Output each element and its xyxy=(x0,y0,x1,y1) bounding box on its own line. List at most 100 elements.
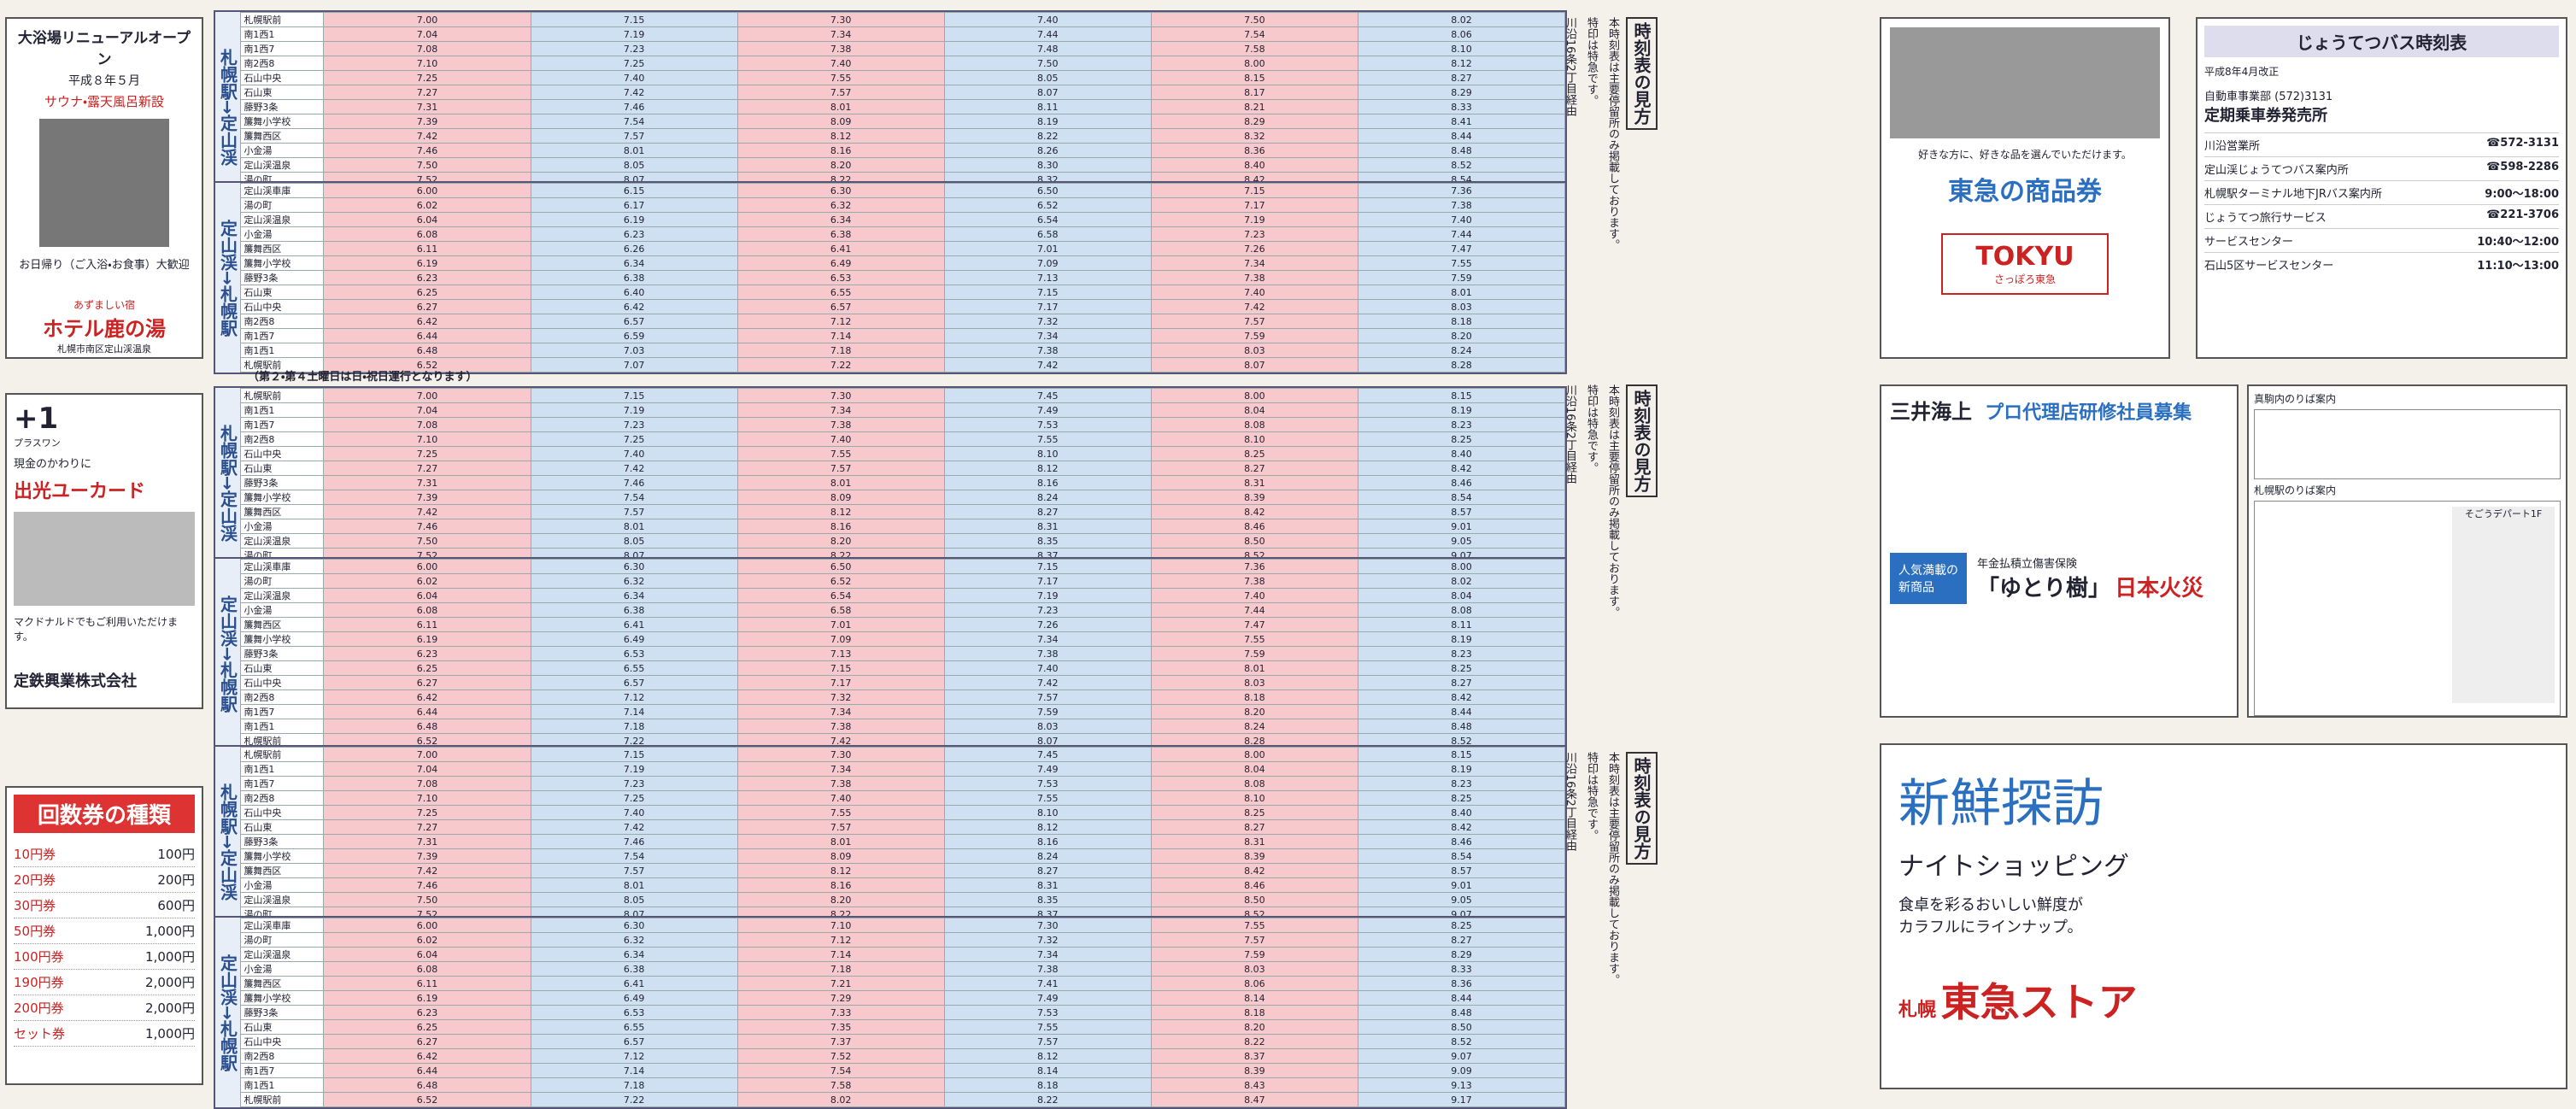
stop-name: 石山中央 xyxy=(240,805,325,820)
stop-row: 小金湯 6.08 6.38 6.58 7.23 7.44 8.08 xyxy=(240,602,1566,618)
stop-row: 簾舞小学校 7.39 7.54 8.09 8.24 8.39 8.54 xyxy=(240,490,1566,505)
time: 8.05 xyxy=(530,533,738,549)
ticket-price: 1,000円 xyxy=(145,924,195,939)
ticket-price: 100円 xyxy=(157,847,195,862)
time: 6.25 xyxy=(323,285,531,300)
stop-name: 札幌駅前 xyxy=(240,747,325,762)
stop-row: 札幌駅前 6.52 7.22 7.42 8.07 8.28 8.52 xyxy=(240,733,1566,748)
stop-row: 南1西1 6.48 7.03 7.18 7.38 8.03 8.24 xyxy=(240,343,1566,358)
time: 8.33 xyxy=(1357,961,1566,977)
time: 6.08 xyxy=(323,961,531,977)
time: 7.31 xyxy=(323,834,531,849)
stop-name: 札幌駅前 xyxy=(240,388,325,403)
time: 7.55 xyxy=(943,431,1152,447)
time: 8.48 xyxy=(1357,143,1566,158)
time: 6.54 xyxy=(736,588,945,603)
time: 7.54 xyxy=(530,114,738,129)
time: 6.23 xyxy=(323,646,531,661)
time: 6.55 xyxy=(530,660,738,676)
time: 8.46 xyxy=(1150,519,1358,534)
time: 7.25 xyxy=(530,56,738,71)
note-line: 川沿16条2丁目経由 xyxy=(1564,384,1576,484)
stop-name: 藤野3条 xyxy=(240,270,325,285)
stop-name: 南1西1 xyxy=(240,761,325,777)
time: 8.10 xyxy=(1150,431,1358,447)
time: 8.39 xyxy=(1150,490,1358,505)
stop-row: 藤野3条 6.23 6.53 7.33 7.53 8.18 8.48 xyxy=(240,1005,1566,1020)
stop-row: 石山中央 6.27 6.42 6.57 7.17 7.42 8.03 xyxy=(240,299,1566,314)
time: 7.15 xyxy=(530,747,738,762)
time: 7.52 xyxy=(736,1048,945,1064)
time: 6.57 xyxy=(530,314,738,329)
time: 7.54 xyxy=(1150,26,1358,42)
time: 7.40 xyxy=(530,446,738,461)
time: 8.12 xyxy=(943,1048,1152,1064)
stop-name: 石山東 xyxy=(240,819,325,835)
time: 6.11 xyxy=(323,976,531,991)
time: 6.23 xyxy=(530,226,738,242)
time: 7.59 xyxy=(1357,270,1566,285)
feature: サウナ・露天風呂新設 xyxy=(44,94,165,109)
stop-row: 簾舞小学校 6.19 6.49 7.09 7.34 7.55 8.19 xyxy=(240,631,1566,647)
stop-name: 札幌駅前 xyxy=(240,1092,325,1107)
time: 6.54 xyxy=(943,212,1152,227)
stop-name: 藤野3条 xyxy=(240,475,325,490)
time: 8.25 xyxy=(1357,660,1566,676)
stop-row: 石山東 7.27 7.42 7.57 8.07 8.17 8.29 xyxy=(240,85,1566,100)
time: 8.25 xyxy=(1357,918,1566,933)
time: 7.55 xyxy=(943,1019,1152,1035)
brand: TOKYU xyxy=(1975,242,2074,272)
time: 6.38 xyxy=(736,226,945,242)
stop-row: 定山渓温泉 7.50 8.05 8.20 8.35 8.50 9.05 xyxy=(240,533,1566,549)
ticket-price: 200円 xyxy=(157,872,195,888)
section: 札幌駅→定山渓 札幌駅前 7.00 7.15 7.30 7.40 7.50 8.02 南1西1 7… xyxy=(214,0,1871,374)
stop-row: 定山渓温泉 6.04 6.34 6.54 7.19 7.40 8.04 xyxy=(240,588,1566,603)
time: 8.08 xyxy=(1150,776,1358,791)
time: 7.26 xyxy=(943,617,1152,632)
stop-name: 簾舞小学校 xyxy=(240,114,325,129)
time: 8.23 xyxy=(1357,776,1566,791)
time: 6.50 xyxy=(736,559,945,574)
time: 8.46 xyxy=(1357,834,1566,849)
stop-name: 定山渓車庫 xyxy=(240,183,325,198)
gift-photo xyxy=(1890,27,2160,138)
time: 9.13 xyxy=(1357,1077,1566,1093)
sogo-box: そごうデパート1F xyxy=(2452,507,2555,703)
time: 7.55 xyxy=(736,70,945,85)
stop-row: 簾舞小学校 6.19 6.49 7.29 7.49 8.14 8.44 xyxy=(240,990,1566,1006)
stop-name: 南1西1 xyxy=(240,26,325,42)
time: 7.13 xyxy=(736,646,945,661)
time: 7.04 xyxy=(323,402,531,418)
time: 8.47 xyxy=(1150,1092,1358,1107)
time: 7.53 xyxy=(943,417,1152,432)
ticket-price: 2,000円 xyxy=(145,1000,195,1016)
time: 6.19 xyxy=(530,212,738,227)
stop-row: 簾舞西区 7.42 7.57 8.12 8.22 8.32 8.44 xyxy=(240,128,1566,144)
time: 8.20 xyxy=(736,157,945,173)
time: 6.52 xyxy=(323,357,531,373)
stop-name: 南1西1 xyxy=(240,343,325,358)
stop-name: 定山渓温泉 xyxy=(240,533,325,549)
time: 6.44 xyxy=(323,704,531,719)
stop-name: 南2西8 xyxy=(240,314,325,329)
stop-row: 簾舞小学校 7.39 7.54 8.09 8.24 8.39 8.54 xyxy=(240,848,1566,864)
office-row: サービスセンター 10:40〜12:00 xyxy=(2204,228,2559,252)
time: 7.10 xyxy=(736,918,945,933)
time: 8.25 xyxy=(1150,446,1358,461)
office-list: 川沿営業所 ☎572-3131 定山渓じょうてつバス案内所 ☎598-2286 札幌駅タ… xyxy=(2204,132,2559,276)
time: 8.18 xyxy=(1150,1005,1358,1020)
bus-title: じょうてつバス時刻表 xyxy=(2204,26,2559,57)
time: 8.20 xyxy=(1357,328,1566,343)
time: 6.19 xyxy=(323,255,531,271)
time: 7.50 xyxy=(323,892,531,907)
time: 7.45 xyxy=(943,388,1152,403)
stop-row: 藤野3条 6.23 6.53 7.13 7.38 7.59 8.23 xyxy=(240,646,1566,661)
time: 8.15 xyxy=(1357,747,1566,762)
time: 6.32 xyxy=(736,197,945,213)
time: 8.03 xyxy=(1150,961,1358,977)
note-line: 川沿16条2丁目経由 xyxy=(1564,17,1576,116)
time: 7.57 xyxy=(530,504,738,519)
stop-name: 札幌駅前 xyxy=(240,12,325,27)
time: 6.57 xyxy=(530,1034,738,1049)
office-name: 定山渓じょうてつバス案内所 xyxy=(2204,164,2349,177)
